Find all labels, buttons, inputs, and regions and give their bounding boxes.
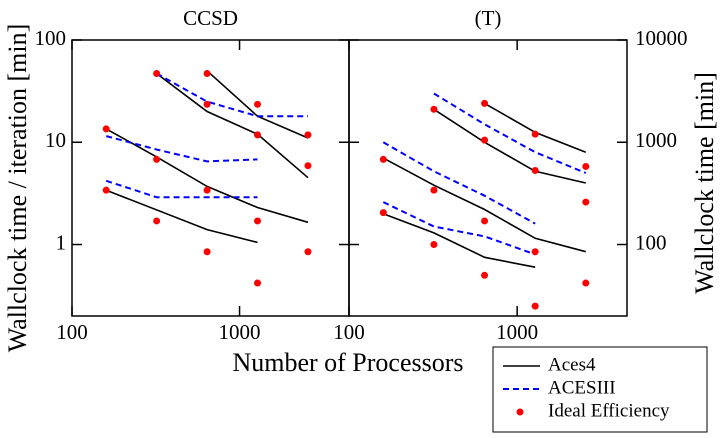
series-line (105, 179, 258, 199)
ideal-point (102, 186, 110, 194)
ideal-point (153, 155, 161, 163)
ideal-point (481, 271, 489, 279)
x-axis-label: Number of Processors (232, 348, 463, 377)
series-line (156, 72, 309, 179)
ideal-point (531, 166, 539, 174)
ideal-point (582, 198, 590, 206)
x-tick-label: 1000 (219, 320, 261, 344)
series-line (382, 201, 536, 256)
ideal-point (153, 217, 161, 225)
ideal-point (531, 248, 539, 256)
ideal-point (203, 248, 211, 256)
series-line (156, 72, 308, 118)
legend-label: ACESIII (548, 377, 616, 398)
ideal-point (430, 186, 438, 194)
series-line (105, 135, 258, 163)
y2-tick-label: 1000 (635, 128, 677, 152)
ideal-point (531, 130, 539, 138)
y-tick-label: 100 (35, 26, 67, 50)
ideal-point (379, 209, 387, 217)
ideal-point (102, 125, 110, 133)
panel-title: (T) (475, 6, 502, 30)
legend-label: Ideal Efficiency (548, 400, 670, 421)
ideal-point (481, 217, 489, 225)
series-line (433, 92, 587, 174)
ideal-point (304, 248, 312, 256)
ideal-point (254, 131, 262, 139)
ideal-point (203, 70, 211, 78)
x-tick-label: 1000 (496, 320, 538, 344)
series-line (105, 189, 258, 244)
ideal-point (254, 217, 262, 225)
series-line (433, 108, 586, 184)
ideal-point (203, 100, 211, 108)
ideal-point (203, 186, 211, 194)
ideal-point (153, 70, 161, 78)
y2-tick-label: 100 (635, 230, 667, 254)
ideal-point (254, 279, 262, 287)
ideal-point (254, 100, 262, 108)
series-line (105, 128, 309, 224)
ideal-point (379, 155, 387, 163)
x-tick-label: 100 (333, 320, 365, 344)
plot-frame (348, 39, 628, 317)
y2-axis-label: Wallclock time [min] (690, 72, 719, 294)
ideal-point (304, 131, 312, 139)
ideal-point (304, 162, 312, 170)
series-line (382, 141, 536, 225)
y-tick-label: 1 (56, 230, 67, 254)
ideal-point (430, 105, 438, 113)
y2-tick-label: 10000 (635, 26, 688, 50)
series-line (484, 102, 587, 153)
legend-label: Aces4 (548, 354, 596, 375)
ideal-point (481, 136, 489, 144)
ideal-point (481, 99, 489, 107)
y-tick-label: 10 (45, 128, 66, 152)
ideal-point (582, 279, 590, 287)
ideal-point (582, 162, 590, 170)
panel-title: CCSD (183, 6, 238, 30)
x-tick-label: 100 (56, 320, 88, 344)
series-line (383, 212, 536, 268)
legend-marker (516, 408, 524, 416)
ideal-point (531, 302, 539, 310)
series-line (382, 157, 587, 253)
y-axis-label: Wallclock time / iteration [min] (3, 24, 32, 353)
ideal-point (430, 241, 438, 249)
